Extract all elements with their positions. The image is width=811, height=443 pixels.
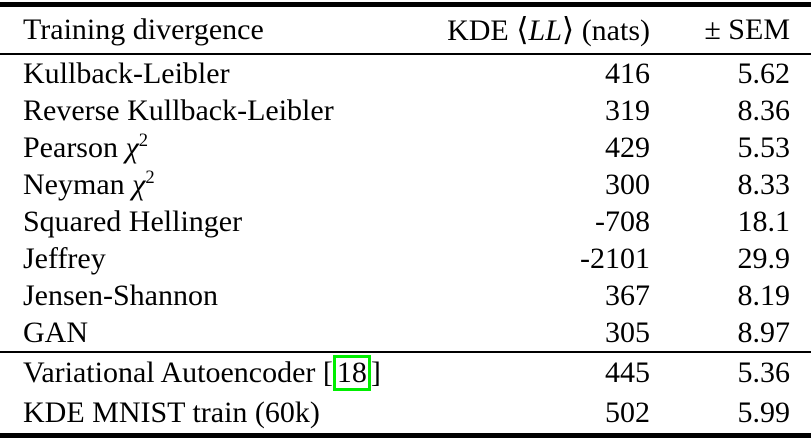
row-sem-value: 18.1 [737,205,791,238]
header-kde-ll: KDE ⟨LL⟩ (nats) [420,7,650,53]
table-top-rule [0,2,811,7]
row-label-text: Squared Hellinger [23,205,243,238]
header-sem: ± SEM [704,13,790,46]
chi-exponent: 2 [138,130,148,151]
row-sem-value: 8.36 [737,94,791,127]
row-divergence-label: KDE MNIST train (60k) [23,393,420,433]
section-separator-rule [0,351,811,353]
row-label-text: Kullback-Leibler [23,57,230,90]
row-label-text: Variational Autoencoder [ [23,356,333,389]
row-divergence-label: Pearson χ2 [23,129,420,166]
header-ll-math: LL [528,14,562,47]
row-kde-ll-value: -2101 [580,242,650,275]
row-sem-value: 8.97 [737,316,791,349]
row-kde-ll-value: 445 [605,356,650,389]
table-footer: Variational Autoencoder [18] 445 5.36 KD… [0,353,811,433]
row-sem-value: 29.9 [737,242,791,275]
row-divergence-label: Jensen-Shannon [23,277,420,314]
row-sem-value: 5.36 [737,356,791,389]
row-label-text: Neyman [23,168,133,201]
header-training-divergence: Training divergence [23,13,264,46]
row-divergence-label: Neyman χ2 [23,166,420,203]
row-kde-ll-value: 416 [605,57,650,90]
row-label-text: Jensen-Shannon [23,279,218,312]
table-bottom-rule [0,433,811,438]
table-row: Squared Hellinger -708 18.1 [0,203,811,240]
citation-link[interactable]: 18 [332,355,371,391]
row-label-text: Pearson [23,131,126,164]
row-sem-value: 8.19 [737,279,791,312]
table-row: KDE MNIST train (60k) 502 5.99 [0,393,811,433]
row-label-end-text: ] [370,356,381,389]
chi-symbol: χ [125,131,139,164]
table-row: Jeffrey -2101 29.9 [0,240,811,277]
row-divergence-label: Reverse Kullback-Leibler [23,92,420,129]
row-divergence-label: GAN [23,314,420,351]
row-kde-ll-value: 502 [605,396,650,429]
row-divergence-label: Variational Autoencoder [18] [23,353,420,393]
row-kde-ll-value: 367 [605,279,650,312]
row-sem-value: 5.99 [737,396,791,429]
chi-symbol: χ [132,168,146,201]
row-divergence-label: Squared Hellinger [23,203,420,240]
table-row: Jensen-Shannon 367 8.19 [0,277,811,314]
row-sem-value: 5.62 [737,57,791,90]
table-row: Variational Autoencoder [18] 445 5.36 [0,353,811,393]
header-kde-prefix: KDE [447,14,517,47]
row-label-text: Reverse Kullback-Leibler [23,94,334,127]
table-row: Pearson χ2 429 5.53 [0,129,811,166]
table-header-row: Training divergence KDE ⟨LL⟩ (nats) ± SE… [0,7,811,53]
row-divergence-label: Jeffrey [23,240,420,277]
row-label-text: Jeffrey [23,242,106,275]
table-row: Reverse Kullback-Leibler 319 8.36 [0,92,811,129]
row-divergence-label: Kullback-Leibler [23,55,420,92]
table-row: Kullback-Leibler 416 5.62 [0,55,811,92]
chi-exponent: 2 [145,167,155,188]
row-sem-value: 5.53 [737,131,791,164]
header-separator-rule [0,53,811,55]
row-kde-ll-value: 319 [605,94,650,127]
left-angle-bracket: ⟨ [516,12,529,47]
row-label-text: KDE MNIST train (60k) [23,396,320,429]
right-angle-bracket: ⟩ [561,12,575,47]
row-label-text: GAN [23,316,88,349]
header-nats-suffix: (nats) [574,14,650,47]
row-kde-ll-value: -708 [595,205,650,238]
table-row: GAN 305 8.97 [0,314,811,351]
table-row: Neyman χ2 300 8.33 [0,166,811,203]
row-kde-ll-value: 429 [605,131,650,164]
row-sem-value: 8.33 [737,168,791,201]
row-kde-ll-value: 305 [605,316,650,349]
table-body: Kullback-Leibler 416 5.62 Reverse Kullba… [0,55,811,351]
row-kde-ll-value: 300 [605,168,650,201]
